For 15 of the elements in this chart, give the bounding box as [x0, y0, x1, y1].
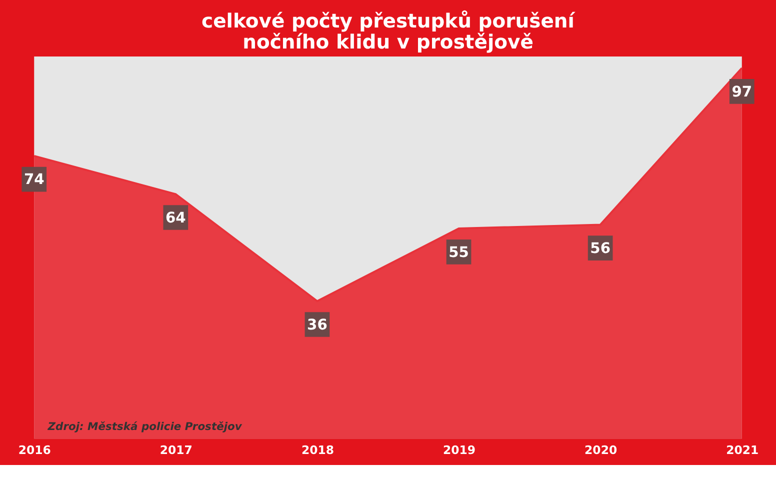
x-tick-label: 2017	[160, 442, 192, 457]
data-label: 36	[307, 316, 328, 334]
x-tick-label: 2016	[18, 442, 51, 457]
data-label: 56	[590, 240, 610, 257]
data-label: 74	[24, 171, 44, 188]
data-label: 64	[166, 209, 186, 226]
x-tick-label: 2019	[443, 442, 476, 457]
x-tick-label: 2018	[301, 442, 334, 457]
data-label: 97	[732, 83, 752, 100]
text: celkové počty přestupků porušení	[202, 9, 574, 32]
x-tick-label: 2020	[584, 442, 618, 457]
data-label: 55	[448, 244, 469, 261]
text: nočního klidu v prostějově	[242, 30, 534, 54]
annotation: Zdroj: Městská policie Prostějov	[46, 420, 243, 433]
x-tick-label: 2021	[726, 442, 759, 457]
